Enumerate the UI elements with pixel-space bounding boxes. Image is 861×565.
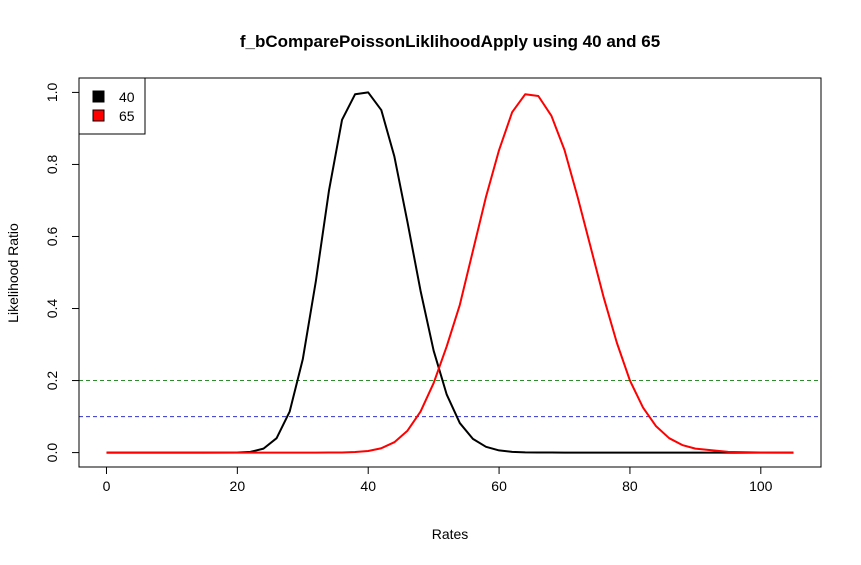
series-line-65 bbox=[106, 93, 794, 454]
legend-box bbox=[78, 77, 146, 135]
series-lines bbox=[106, 91, 794, 454]
y-tick-label: 0.8 bbox=[44, 155, 60, 175]
y-tick-label: 0.0 bbox=[44, 443, 60, 463]
x-tick-label: 0 bbox=[103, 478, 111, 494]
chart-title-group: f_bComparePoissonLiklihoodApply using 40… bbox=[240, 32, 660, 51]
chart-title: f_bComparePoissonLiklihoodApply using 40… bbox=[240, 32, 660, 51]
x-tick-label: 40 bbox=[360, 478, 376, 494]
legend-swatch bbox=[92, 90, 105, 103]
x-tick-label: 60 bbox=[491, 478, 507, 494]
legend-label: 40 bbox=[119, 89, 135, 105]
x-tick-label: 100 bbox=[749, 478, 773, 494]
y-tick-label: 0.2 bbox=[44, 371, 60, 391]
x-axis-title: Rates bbox=[432, 526, 469, 542]
plot-frame bbox=[78, 77, 822, 468]
y-tick-label: 0.6 bbox=[44, 227, 60, 247]
y-tick-label: 0.4 bbox=[44, 299, 60, 319]
x-tick-label: 20 bbox=[230, 478, 246, 494]
axis-ticks: 0 20 40 60 80 100 0.0 0.2 0.4 0.6 0.8 1.0 bbox=[44, 82, 773, 494]
legend-swatch bbox=[92, 109, 105, 122]
legend-label: 65 bbox=[119, 108, 135, 124]
x-tick-label: 80 bbox=[622, 478, 638, 494]
y-axis-title: Likelihood Ratio bbox=[5, 223, 21, 323]
axis-labels: Rates Likelihood Ratio bbox=[5, 223, 468, 542]
series-line-40 bbox=[106, 91, 794, 454]
plot-area bbox=[78, 77, 822, 468]
y-tick-label: 1.0 bbox=[44, 82, 60, 102]
